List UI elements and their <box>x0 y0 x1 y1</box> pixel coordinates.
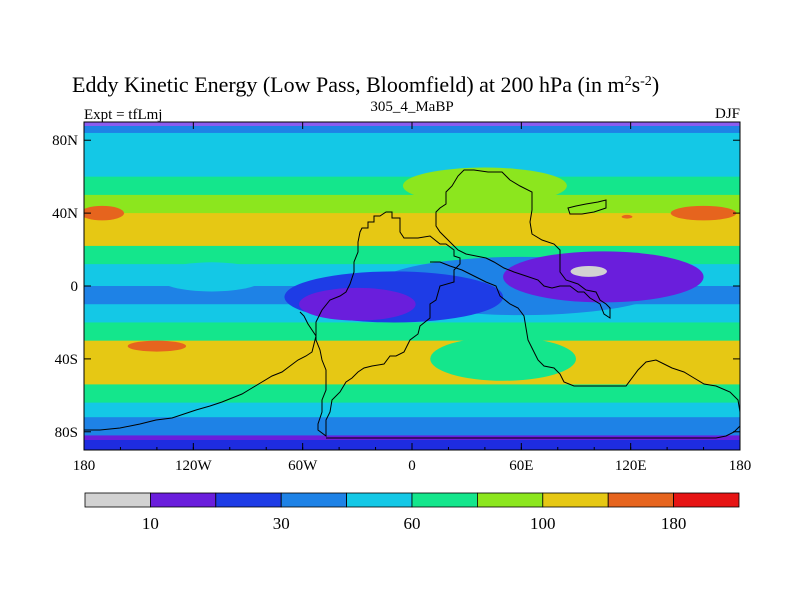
colorbar-swatch <box>542 492 609 508</box>
colorbar-label: 180 <box>661 514 687 533</box>
field-band <box>84 194 740 214</box>
field-band <box>84 129 740 134</box>
y-tick-label: 40S <box>55 352 78 368</box>
colorbar-swatch <box>84 492 151 508</box>
colorbar-swatch <box>346 492 413 508</box>
colorbar-label: 60 <box>404 514 421 533</box>
colorbar-swatch <box>607 492 675 508</box>
outline-south-land <box>84 311 317 431</box>
field-feature <box>670 205 737 221</box>
x-tick-label: 0 <box>408 458 416 474</box>
x-tick-label: 180 <box>73 458 96 474</box>
field-band <box>84 351 740 367</box>
field-band <box>84 132 740 156</box>
field-feature <box>570 265 607 277</box>
field-feature <box>84 205 125 221</box>
field-band <box>84 435 740 444</box>
field-band <box>84 402 740 418</box>
y-tick-label: 0 <box>71 279 79 295</box>
y-tick-label: 40N <box>52 206 78 222</box>
field-band <box>84 340 740 353</box>
outline-africa <box>326 261 740 439</box>
field-band <box>84 366 740 385</box>
continent-outlines <box>84 169 740 439</box>
y-tick-label: 80N <box>52 133 78 149</box>
outline-eurasia <box>435 169 611 319</box>
field-band <box>84 322 740 342</box>
field-feature <box>621 214 633 219</box>
field-band <box>84 417 740 429</box>
field-feature <box>156 262 267 292</box>
colorbar-label: 100 <box>530 514 556 533</box>
x-tick-label: 60W <box>288 458 318 474</box>
field-band <box>84 231 740 247</box>
outline-americas <box>315 211 461 437</box>
colorbar-label: 30 <box>273 514 290 533</box>
colorbar-swatch <box>280 492 348 508</box>
colorbar-swatch <box>673 492 740 508</box>
field-band <box>84 428 740 437</box>
field-feature <box>503 251 704 303</box>
colorbar-swatch <box>149 492 217 508</box>
x-tick-label: 180 <box>729 458 752 474</box>
x-axis: 180 120W 60W 0 60E 120E 180 <box>73 122 752 474</box>
field-feature <box>430 337 576 381</box>
field-feature <box>402 167 567 204</box>
colorbar-swatch <box>215 492 282 508</box>
field-feature <box>299 287 416 321</box>
field-band <box>84 154 740 178</box>
colorbar-label: 10 <box>142 514 159 533</box>
subtitle-center: 305_4_MaBP <box>370 99 453 115</box>
y-axis: 80N 40N 0 40S 80S <box>52 133 740 441</box>
x-tick-label: 120E <box>615 458 647 474</box>
field-feature <box>127 340 187 352</box>
colorbar: 10 30 60 100 180 <box>84 492 740 533</box>
y-tick-label: 80S <box>55 425 78 441</box>
chart-title: Eddy Kinetic Energy (Low Pass, Bloomfiel… <box>72 72 659 97</box>
colorbar-swatch <box>476 492 544 508</box>
subtitle-left: Expt = tfLmj <box>84 107 162 123</box>
x-tick-label: 60E <box>509 458 533 474</box>
colorbar-swatch <box>411 492 478 508</box>
subtitle-right: DJF <box>715 106 740 122</box>
field-band <box>84 384 740 404</box>
heatmap-field <box>84 122 740 450</box>
x-tick-label: 120W <box>175 458 213 474</box>
field-band <box>84 213 740 232</box>
